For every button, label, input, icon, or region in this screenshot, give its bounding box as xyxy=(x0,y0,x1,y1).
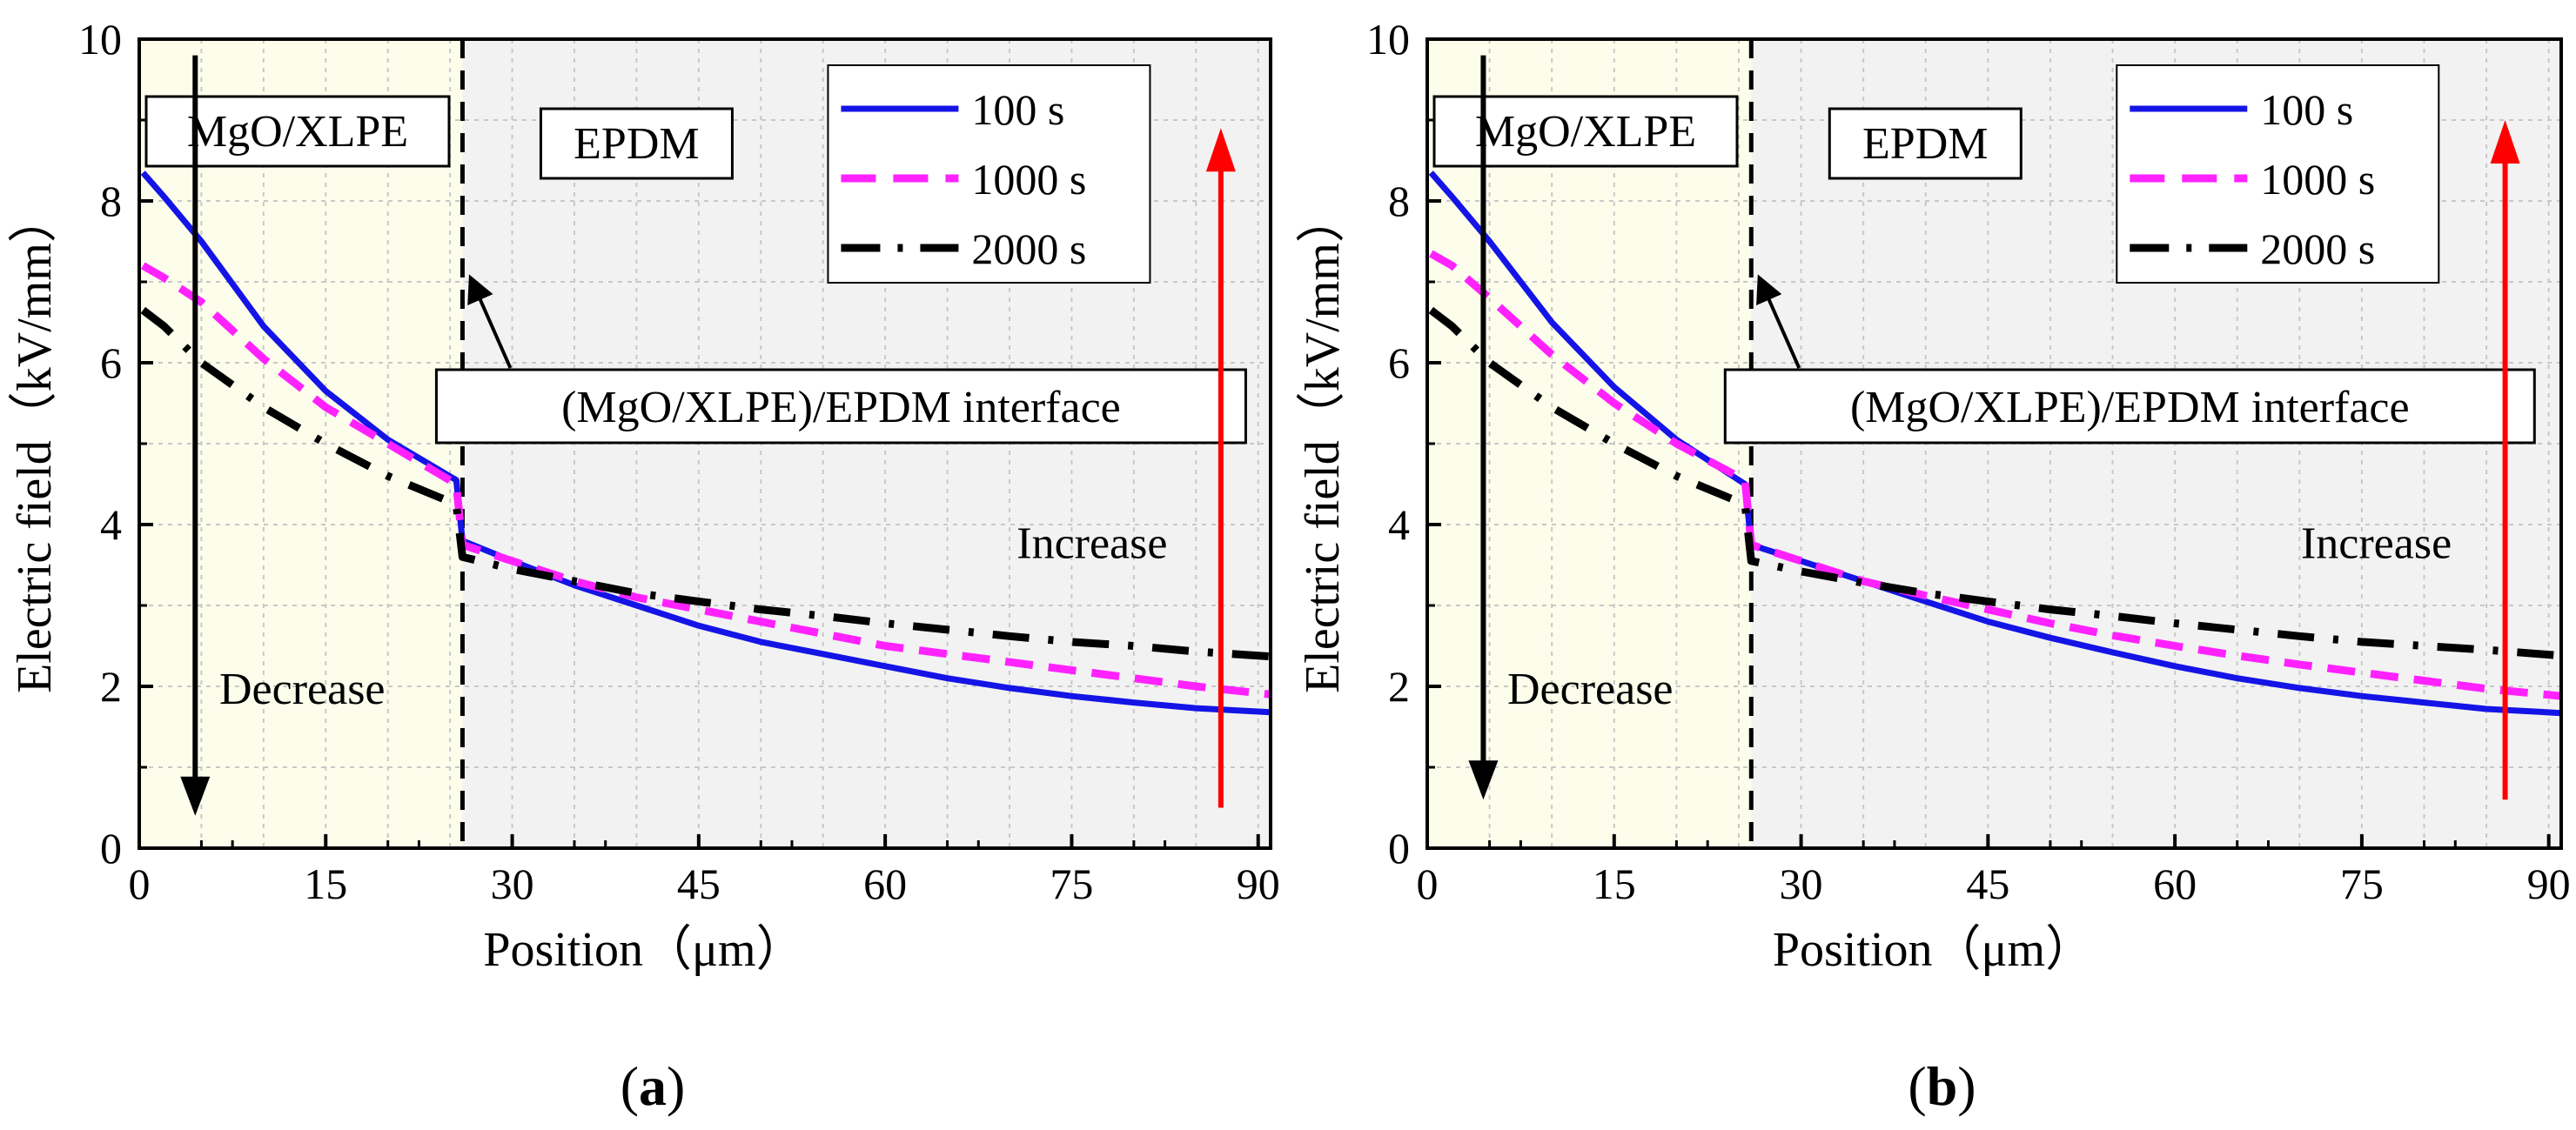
interface-annotation-label: (MgO/XLPE)/EPDM interface xyxy=(1850,383,2410,432)
x-tick-label: 90 xyxy=(1237,859,1280,908)
x-tick-label: 75 xyxy=(1050,859,1093,908)
y-tick-label: 0 xyxy=(1388,824,1410,873)
interface-annotation-box xyxy=(1723,368,2536,445)
region-label-epdm: EPDM xyxy=(574,119,699,169)
decrease-label: Decrease xyxy=(219,665,386,714)
legend-label-2000s: 2000 s xyxy=(971,224,1086,273)
legend-label-1000s: 1000 s xyxy=(2260,155,2375,204)
series-line-2000s xyxy=(1428,306,2562,660)
region-label-mgo-xlpe: MgO/XLPE xyxy=(187,107,408,157)
legend-box xyxy=(827,64,1151,284)
panel-caption-letter: a xyxy=(639,1055,667,1117)
x-tick-label: 60 xyxy=(2153,859,2197,908)
y-tick-label: 8 xyxy=(1388,177,1410,225)
series-line-1000s xyxy=(141,262,1271,699)
panel-caption-open: ( xyxy=(1908,1055,1926,1117)
x-axis-title: Position（μm） xyxy=(1773,923,2094,977)
y-tick-label: 10 xyxy=(78,15,122,64)
x-tick-label: 15 xyxy=(1593,859,1636,908)
y-axis-title: Electric field（kV/mm） xyxy=(1296,194,1350,693)
x-tick-label: 15 xyxy=(304,859,347,908)
region-label-epdm-box xyxy=(1828,107,2023,180)
region-label-epdm: EPDM xyxy=(1862,119,1988,169)
chart-svg-b: 0 15 30 45 60 75 90 0 2 4 6 8 10 Position（μm） Electric… xyxy=(1296,15,2571,1117)
y-tick-label: 6 xyxy=(1388,338,1410,387)
increase-label: Increase xyxy=(1016,519,1167,569)
x-tick-label: 0 xyxy=(129,859,151,908)
y-tick-label: 8 xyxy=(100,177,122,225)
decrease-label: Decrease xyxy=(1507,665,1674,714)
x-tick-label: 0 xyxy=(1417,859,1439,908)
y-tick-label: 10 xyxy=(1366,15,1410,64)
series-line-100s xyxy=(140,171,1271,716)
interface-annotation-label: (MgO/XLPE)/EPDM interface xyxy=(561,383,1121,432)
y-tick-label: 2 xyxy=(1388,662,1410,711)
chart-svg-a: 0 15 30 45 60 75 90 0 2 4 6 8 10 Position（μm） Electric… xyxy=(8,15,1280,1117)
panel-caption-close: ) xyxy=(1957,1055,1976,1117)
y-tick-label: 4 xyxy=(1388,500,1410,549)
x-tick-label: 30 xyxy=(1780,859,1823,908)
y-axis-title: Electric field（kV/mm） xyxy=(8,194,62,693)
increase-arrowhead xyxy=(2490,120,2520,164)
decrease-arrowhead xyxy=(1468,760,1499,800)
interface-pointer-arrow xyxy=(467,274,513,369)
x-tick-label: 60 xyxy=(863,859,907,908)
x-tick-label: 75 xyxy=(2340,859,2384,908)
legend-label-1000s: 1000 s xyxy=(971,155,1086,204)
series-line-1000s xyxy=(1429,250,2562,700)
decrease-arrowhead xyxy=(180,776,211,816)
panel-caption-open: ( xyxy=(621,1055,639,1117)
chart-panel-b: 0 15 30 45 60 75 90 0 2 4 6 8 10 Position（μm） Electric… xyxy=(1288,0,2576,1130)
increase-label: Increase xyxy=(2301,519,2452,569)
y-tick-label: 6 xyxy=(100,338,122,387)
x-tick-label: 45 xyxy=(677,859,721,908)
increase-arrowhead xyxy=(1205,128,1236,172)
legend-label-100s: 100 s xyxy=(2260,85,2353,134)
region-label-epdm-box xyxy=(539,107,734,180)
region-label-mgo-xlpe: MgO/XLPE xyxy=(1475,107,1696,157)
series-line-2000s xyxy=(140,306,1271,661)
x-tick-label: 30 xyxy=(491,859,534,908)
legend-box xyxy=(2116,64,2440,284)
series-line-100s xyxy=(1428,171,2562,717)
y-tick-label: 4 xyxy=(100,500,122,549)
x-axis-title: Position（μm） xyxy=(483,923,804,977)
x-tick-label: 90 xyxy=(2527,859,2571,908)
y-tick-label: 0 xyxy=(100,824,122,873)
chart-panel-a: 0 15 30 45 60 75 90 0 2 4 6 8 10 Position（μm） Electric… xyxy=(8,15,1280,1117)
interface-annotation-box xyxy=(434,368,1247,445)
panel-caption: (b) xyxy=(1908,1055,1976,1117)
y-tick-label: 2 xyxy=(100,662,122,711)
panel-caption: (a) xyxy=(621,1055,686,1117)
legend-label-100s: 100 s xyxy=(971,85,1064,134)
x-tick-label: 45 xyxy=(1966,859,2009,908)
panel-caption-close: ) xyxy=(667,1055,685,1117)
interface-pointer-arrow xyxy=(1756,274,1801,369)
legend-label-2000s: 2000 s xyxy=(2260,224,2375,273)
panel-caption-letter: b xyxy=(1927,1055,1958,1117)
